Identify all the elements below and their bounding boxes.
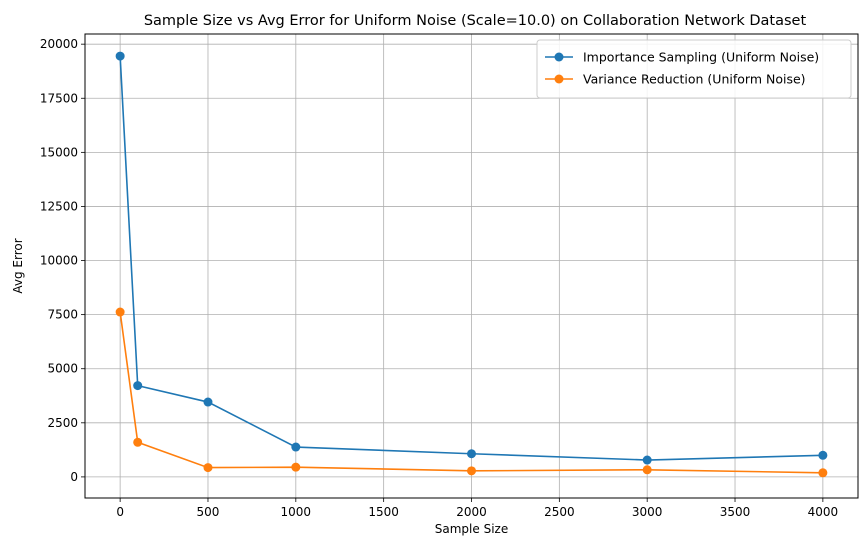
data-point [467,466,476,476]
x-tick-label: 3500 [720,505,751,519]
y-tick-label: 0 [70,470,78,484]
data-point [203,397,213,407]
y-tick-label: 7500 [47,308,78,322]
data-point [115,307,125,317]
y-tick-label: 5000 [47,362,78,376]
y-axis-label: Avg Error [11,238,25,293]
x-axis: 0 500 1000 1500 2000 2500 3000 3500 4000 [116,498,838,519]
y-tick-label: 17500 [40,91,78,105]
x-tick-label: 2000 [456,505,487,519]
legend-marker [554,52,564,62]
x-tick-label: 3000 [632,505,663,519]
chart-title: Sample Size vs Avg Error for Uniform Noi… [144,13,807,29]
x-tick-label: 500 [197,505,220,519]
y-tick-label: 2500 [47,416,78,430]
y-axis: 0 2500 5000 7500 10000 12500 15000 17500 20000 [40,37,85,484]
grid-lines [85,34,858,498]
x-tick-label: 1000 [281,505,312,519]
legend-marker [554,74,564,84]
x-tick-label: 2500 [544,505,575,519]
legend-label: Importance Sampling (Uniform Noise) [583,50,819,65]
series-layer [115,51,828,478]
data-point [818,450,828,460]
y-tick-label: 20000 [40,37,78,51]
data-point [291,442,301,452]
x-tick-label: 4000 [808,505,839,519]
series-2 [115,307,828,478]
x-tick-label: 1500 [368,505,399,519]
data-point [133,381,143,391]
data-point [818,468,828,478]
x-axis-label: Sample Size [435,522,508,536]
data-point [642,455,652,465]
data-point [203,463,213,473]
data-point [467,449,476,459]
y-tick-label: 12500 [40,199,78,213]
legend-item: Importance Sampling (Uniform Noise) [545,50,819,65]
y-tick-label: 15000 [40,145,78,159]
y-tick-label: 10000 [40,254,78,268]
series-1 [115,51,828,465]
legend-box [536,39,852,99]
data-point [133,437,143,447]
data-point [115,51,125,61]
data-point [642,465,652,475]
legend: Importance Sampling (Uniform Noise) Varia… [536,39,852,99]
legend-label: Variance Reduction (Uniform Noise) [583,72,806,87]
legend-item: Variance Reduction (Uniform Noise) [545,72,806,87]
data-point [291,462,301,472]
x-tick-label: 0 [116,505,124,519]
